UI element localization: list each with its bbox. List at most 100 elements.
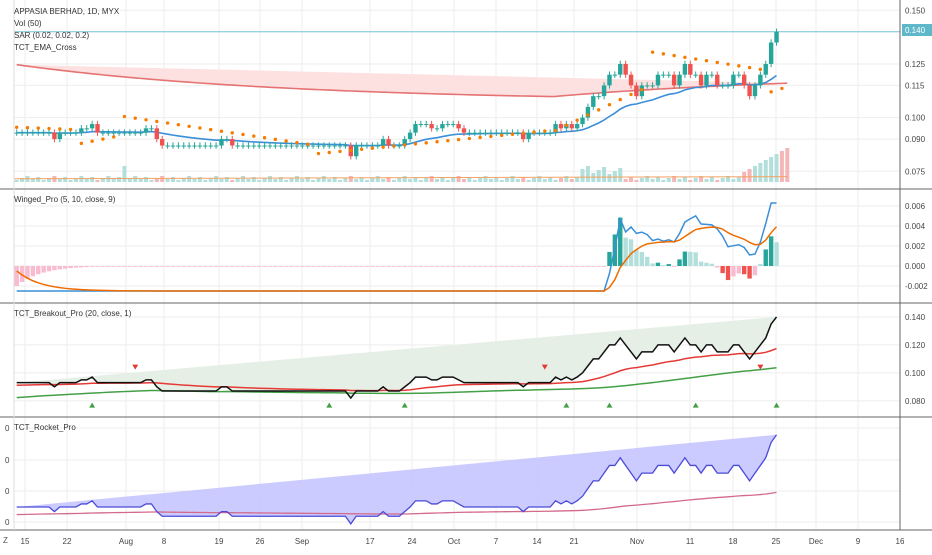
x-tick-label: 11: [686, 537, 695, 546]
winged-hist-bar: [46, 266, 52, 272]
volume-bar: [197, 177, 202, 182]
winged-hist-bar: [601, 266, 607, 267]
candle-body: [521, 132, 526, 140]
volume-bar: [483, 176, 488, 182]
volume-bar: [294, 176, 299, 182]
winged-hist-bar: [219, 266, 224, 267]
candle-body: [240, 145, 246, 147]
candle-body: [456, 124, 461, 129]
sar-dot: [532, 130, 536, 134]
candle-body: [89, 124, 95, 129]
y-tick-label: 0.150: [905, 6, 926, 15]
winged-hist-bar: [62, 266, 68, 269]
volume-bar: [585, 166, 590, 182]
winged-hist-bar: [639, 251, 645, 266]
winged-hist-bar: [159, 266, 165, 267]
candle-body: [720, 85, 725, 87]
winged-hist-bar: [688, 251, 693, 266]
volume-bar: [187, 176, 192, 182]
winged-hist-bar: [671, 266, 677, 267]
candle-body: [224, 139, 230, 141]
winged-hist-bar: [483, 266, 488, 267]
candle-body: [397, 145, 402, 147]
winged-hist-bar: [591, 266, 596, 267]
y-tick-label: 0.100: [905, 369, 926, 378]
sar-dot: [262, 136, 267, 140]
winged-hist-bar: [547, 266, 553, 267]
volume-bar: [241, 176, 246, 182]
y-tick-label: 0.120: [905, 341, 926, 350]
rocket-fill: [16, 434, 777, 524]
volume-bar: [160, 176, 165, 182]
volume-bar: [639, 178, 644, 182]
sar-dot: [58, 127, 62, 131]
candle-body: [327, 145, 332, 147]
winged-hist-bar: [14, 266, 19, 286]
x-tick-label: Nov: [630, 537, 644, 546]
winged-hist-bar: [273, 266, 278, 267]
sar-dot: [747, 65, 752, 70]
volume-bar: [133, 176, 138, 182]
winged-hist-bar: [661, 265, 666, 266]
candle-body: [256, 145, 262, 147]
candle-body: [644, 85, 650, 87]
winged-hist-bar: [192, 266, 197, 267]
winged-hist-bar: [698, 261, 704, 266]
winged-hist-bar: [725, 266, 731, 281]
winged-hist-bar: [504, 266, 510, 267]
candle-body: [704, 74, 709, 86]
candle-body: [122, 132, 127, 134]
candle-body: [364, 145, 370, 147]
sar-dot: [413, 142, 418, 146]
candle-body: [213, 145, 219, 147]
candle-body: [715, 74, 720, 86]
volume-bar: [327, 179, 332, 182]
x-tick-label: Aug: [119, 537, 133, 546]
ema-slow-line: [16, 63, 788, 98]
volume-bar: [418, 180, 423, 182]
candle-body: [504, 132, 510, 134]
candle-body: [106, 132, 111, 134]
winged-hist-bar: [558, 266, 564, 267]
volume-bar: [348, 176, 353, 182]
winged-hist-bar: [95, 266, 100, 267]
winged-hist-bar: [170, 266, 176, 267]
volume-bar: [623, 179, 628, 182]
volume-bar: [408, 179, 413, 182]
winged-hist-bar: [235, 266, 240, 267]
candle-body: [628, 74, 634, 86]
y-tick-label: 0.100: [905, 114, 926, 123]
sar-dot: [596, 108, 601, 112]
winged-hist-bar: [666, 264, 671, 266]
sar-dot: [295, 140, 299, 145]
candle-body: [488, 132, 494, 134]
volume-bar: [655, 177, 660, 182]
candle-body: [186, 145, 192, 147]
winged-hist-bar: [709, 263, 715, 266]
volume-bar: [73, 178, 78, 182]
winged-hist-bar: [300, 266, 305, 267]
candle-body: [375, 145, 380, 147]
winged-hist-bar: [488, 266, 494, 267]
volume-bar: [257, 180, 262, 182]
sar-dot: [47, 126, 51, 131]
volume-bar: [618, 168, 623, 182]
winged-hist-bar: [213, 266, 219, 267]
y-tick-label: 0.004: [905, 222, 926, 231]
candle-body: [650, 85, 655, 87]
candle-body: [321, 145, 327, 147]
sar-dot: [467, 136, 472, 141]
sar-dot: [661, 52, 666, 56]
volume-bar: [607, 174, 612, 182]
x-tick-label: Sep: [295, 537, 310, 546]
sar-dot: [737, 64, 741, 68]
sar-dot: [36, 126, 40, 130]
candle-body: [267, 145, 273, 147]
volume-bar: [769, 157, 774, 182]
candle-body: [677, 74, 682, 86]
sar-dot: [489, 134, 493, 139]
last-price-badge: [902, 24, 932, 36]
x-tick-label: Dec: [809, 537, 823, 546]
volume-bar: [726, 176, 731, 182]
